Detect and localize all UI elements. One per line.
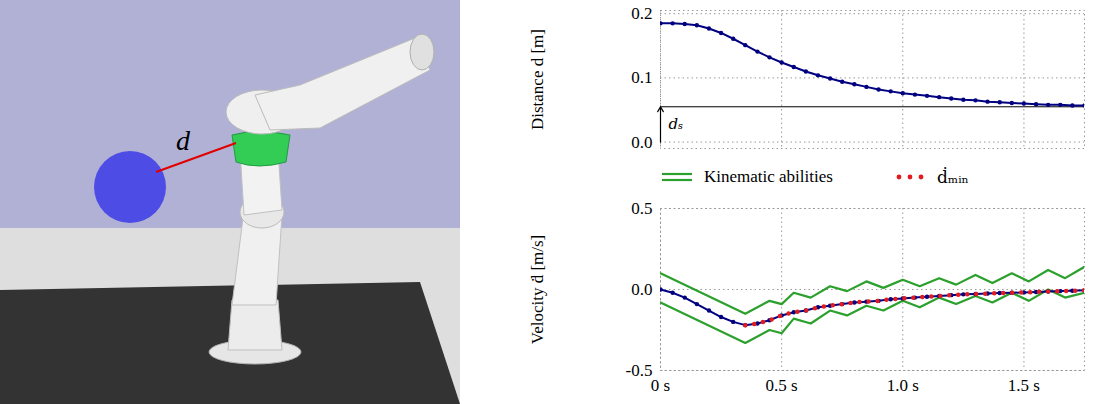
svg-text:0.5 s: 0.5 s: [766, 376, 798, 395]
svg-text:0.0: 0.0: [631, 280, 652, 299]
html-text:Kinematic abilities: Kinematic abilities: [704, 167, 833, 186]
svg-text:dₛ: dₛ: [669, 115, 684, 133]
svg-text:1.0 s: 1.0 s: [887, 376, 919, 395]
svg-text:0.5: 0.5: [631, 199, 652, 218]
svg-text:Distance d [m]: Distance d [m]: [528, 29, 547, 130]
svg-text:0.2: 0.2: [631, 4, 652, 23]
svg-text:d: d: [176, 125, 191, 156]
svg-text:0.0: 0.0: [631, 133, 652, 152]
svg-text:0 s: 0 s: [651, 376, 670, 395]
svg-text:-0.5: -0.5: [626, 361, 653, 380]
svg-text:0.1: 0.1: [631, 68, 652, 87]
html-text:ḋₘᵢₙ: ḋₘᵢₙ: [936, 167, 969, 187]
svg-text:Velocity ḋ [m/s]: Velocity ḋ [m/s]: [528, 235, 547, 345]
svg-text:1.5 s: 1.5 s: [1008, 376, 1040, 395]
